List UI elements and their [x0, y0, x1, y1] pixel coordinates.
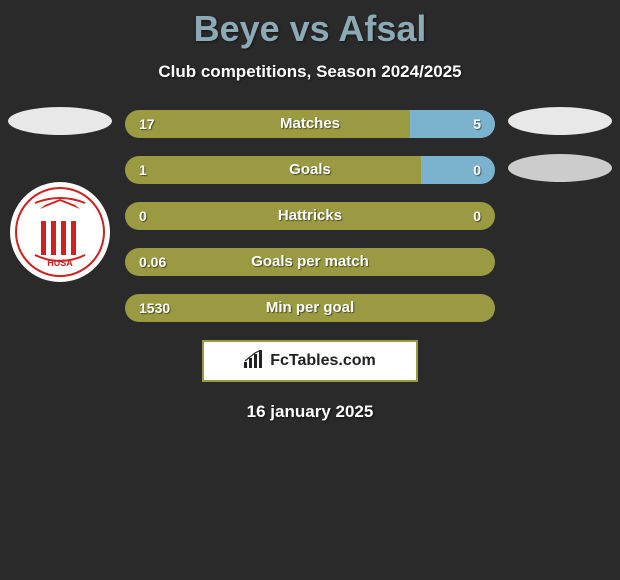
- stat-row: Hattricks0 0: [125, 202, 495, 230]
- stat-value-left: 0: [139, 202, 147, 230]
- player-left-placeholder-ellipse: [8, 107, 112, 135]
- stat-label: Goals per match: [125, 248, 495, 276]
- stat-row: Matches17 5: [125, 110, 495, 138]
- stat-value-left: 1: [139, 156, 147, 184]
- husa-crest-icon: HUSA: [15, 187, 105, 277]
- player-right-placeholder-ellipse-2: [508, 154, 612, 182]
- stat-value-left: 1530: [139, 294, 170, 322]
- stat-label: Goals: [125, 156, 495, 184]
- brand-text: FcTables.com: [270, 352, 376, 370]
- bar-chart-icon: [244, 350, 264, 373]
- svg-text:HUSA: HUSA: [47, 258, 73, 268]
- stat-value-right: 0: [473, 156, 481, 184]
- brand-badge: FcTables.com: [202, 340, 418, 382]
- page-title: Beye vs Afsal: [0, 0, 620, 50]
- stats-area: HUSA Matches175Goals10Hattricks00Goals p…: [0, 110, 620, 322]
- player-right-placeholder-ellipse-1: [508, 107, 612, 135]
- stat-row: Goals per match0.06: [125, 248, 495, 276]
- date-label: 16 january 2025: [0, 402, 620, 422]
- stat-row: Goals1 0: [125, 156, 495, 184]
- stat-value-right: 5: [473, 110, 481, 138]
- stat-label: Matches: [125, 110, 495, 138]
- team-badge-left: HUSA: [10, 182, 110, 282]
- stat-value-left: 0.06: [139, 248, 166, 276]
- stat-row: Min per goal1530: [125, 294, 495, 322]
- stat-value-right: 0: [473, 202, 481, 230]
- subtitle: Club competitions, Season 2024/2025: [0, 62, 620, 82]
- stat-value-left: 17: [139, 110, 155, 138]
- stat-label: Min per goal: [125, 294, 495, 322]
- stat-label: Hattricks: [125, 202, 495, 230]
